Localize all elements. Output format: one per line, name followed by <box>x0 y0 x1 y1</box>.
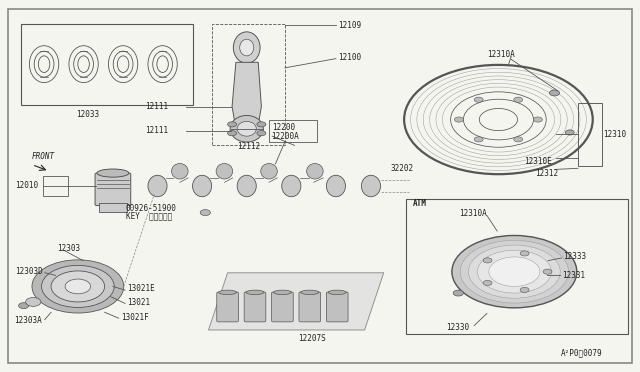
Circle shape <box>468 245 560 298</box>
FancyBboxPatch shape <box>95 173 131 206</box>
Ellipse shape <box>216 163 233 179</box>
Polygon shape <box>232 62 261 125</box>
Ellipse shape <box>362 175 381 197</box>
Text: 13021E: 13021E <box>127 284 156 293</box>
Text: 12033: 12033 <box>76 109 99 119</box>
Text: ATM: ATM <box>412 199 426 208</box>
Text: 12331: 12331 <box>562 271 585 280</box>
Ellipse shape <box>260 163 277 179</box>
Ellipse shape <box>234 32 260 63</box>
Text: 12111: 12111 <box>145 102 168 111</box>
Ellipse shape <box>97 169 129 177</box>
Ellipse shape <box>237 175 256 197</box>
Text: 12207S: 12207S <box>298 334 326 343</box>
Ellipse shape <box>193 175 212 197</box>
Circle shape <box>257 122 266 127</box>
Text: 12330: 12330 <box>446 323 469 331</box>
Circle shape <box>520 287 529 292</box>
Text: 12109: 12109 <box>338 21 361 30</box>
Text: 12112: 12112 <box>237 142 260 151</box>
Text: 12333: 12333 <box>563 252 586 262</box>
Text: 32202: 32202 <box>390 164 413 173</box>
Circle shape <box>483 258 492 263</box>
Ellipse shape <box>282 175 301 197</box>
Text: 12312: 12312 <box>536 169 559 177</box>
FancyBboxPatch shape <box>244 292 266 322</box>
Ellipse shape <box>240 39 253 56</box>
Ellipse shape <box>328 290 346 295</box>
Text: 12310: 12310 <box>604 130 627 139</box>
Ellipse shape <box>273 290 291 295</box>
Text: 13021: 13021 <box>127 298 150 307</box>
Bar <box>212 23 285 145</box>
Text: A²P0１0079: A²P0１0079 <box>561 349 602 357</box>
Text: 12010: 12010 <box>15 182 38 190</box>
Circle shape <box>489 257 540 286</box>
Text: KEY  キー（１）: KEY キー（１） <box>125 212 172 221</box>
Circle shape <box>26 298 41 307</box>
Circle shape <box>565 130 574 135</box>
Circle shape <box>460 240 568 303</box>
Circle shape <box>549 90 559 96</box>
Text: FRONT: FRONT <box>32 152 55 161</box>
Circle shape <box>543 269 552 274</box>
Circle shape <box>514 97 523 102</box>
Circle shape <box>257 131 266 136</box>
Circle shape <box>200 210 211 215</box>
Circle shape <box>32 260 124 313</box>
Bar <box>43 176 68 196</box>
Bar <box>20 23 193 105</box>
Circle shape <box>228 122 237 127</box>
Circle shape <box>477 250 551 293</box>
Circle shape <box>228 131 237 136</box>
FancyBboxPatch shape <box>217 292 239 322</box>
Circle shape <box>474 97 483 102</box>
Circle shape <box>534 117 542 122</box>
Text: 12310A: 12310A <box>487 51 515 60</box>
Bar <box>99 203 127 212</box>
Circle shape <box>483 280 492 286</box>
Ellipse shape <box>237 121 256 136</box>
Circle shape <box>474 137 483 142</box>
Ellipse shape <box>246 290 264 295</box>
Text: 12303: 12303 <box>58 244 81 253</box>
Bar <box>578 103 602 166</box>
Polygon shape <box>209 273 384 330</box>
Circle shape <box>19 303 29 309</box>
Bar <box>269 120 317 142</box>
Circle shape <box>514 137 523 142</box>
Circle shape <box>520 251 529 256</box>
Circle shape <box>65 279 91 294</box>
Ellipse shape <box>172 163 188 179</box>
Text: 12303D: 12303D <box>15 267 43 276</box>
Circle shape <box>42 265 114 308</box>
Text: 12111: 12111 <box>145 126 168 135</box>
Circle shape <box>452 235 577 308</box>
Text: 12303A: 12303A <box>14 316 42 325</box>
Text: 13021F: 13021F <box>121 312 149 321</box>
Circle shape <box>51 271 104 302</box>
Ellipse shape <box>230 115 263 142</box>
Ellipse shape <box>219 290 237 295</box>
Bar <box>406 199 628 334</box>
Ellipse shape <box>148 175 167 197</box>
Text: 12100: 12100 <box>338 53 361 62</box>
Circle shape <box>453 290 463 296</box>
Text: 12310E: 12310E <box>524 157 552 166</box>
Circle shape <box>454 117 463 122</box>
Ellipse shape <box>326 175 346 197</box>
Text: 12200: 12200 <box>272 123 295 132</box>
FancyBboxPatch shape <box>326 292 348 322</box>
FancyBboxPatch shape <box>271 292 293 322</box>
Ellipse shape <box>307 163 323 179</box>
Text: 00926-51900: 00926-51900 <box>125 204 177 214</box>
Text: 12200A: 12200A <box>271 132 300 141</box>
Ellipse shape <box>301 290 319 295</box>
Text: 12310A: 12310A <box>459 209 486 218</box>
FancyBboxPatch shape <box>299 292 321 322</box>
